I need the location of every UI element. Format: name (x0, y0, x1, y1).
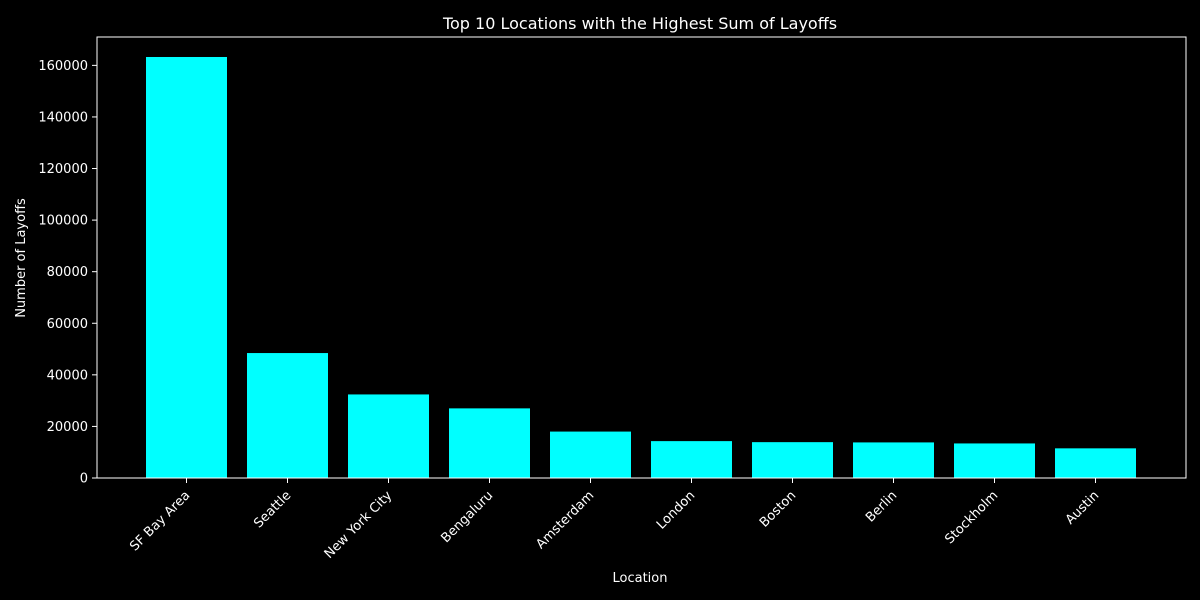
bars-group (146, 56, 1136, 479)
y-tick-label: 160000 (38, 59, 88, 74)
x-axis-label: Location (613, 571, 668, 586)
bar-sf-bay-area (146, 56, 227, 479)
bar-seattle (247, 353, 328, 478)
y-tick-label: 100000 (38, 214, 88, 229)
bar-berlin (853, 442, 934, 478)
y-ticks-group: 0 20000 40000 60000 80000 100000 120000 140000 1… (38, 59, 97, 487)
chart-title: Top 10 Locations with the Highest Sum of… (442, 14, 837, 33)
plot-frame (96, 36, 1187, 479)
y-axis-label: Number of Layoffs (14, 198, 29, 318)
y-tick-label: 80000 (47, 265, 88, 280)
bar-austin (1055, 448, 1136, 478)
y-tick-label: 140000 (38, 110, 88, 125)
y-tick-label: 60000 (47, 317, 88, 332)
y-tick-label: 20000 (47, 420, 88, 435)
bar-boston (752, 442, 833, 478)
bar-london (651, 441, 732, 478)
axes-group (96, 36, 1187, 479)
y-tick-label: 0 (80, 472, 88, 487)
bar-new-york-city (348, 394, 429, 478)
y-tick-label: 120000 (38, 162, 88, 177)
y-tick-label: 40000 (47, 368, 88, 383)
bar-amsterdam (550, 431, 631, 478)
bar-stockholm (954, 443, 1035, 478)
bar-bengaluru (449, 408, 530, 478)
